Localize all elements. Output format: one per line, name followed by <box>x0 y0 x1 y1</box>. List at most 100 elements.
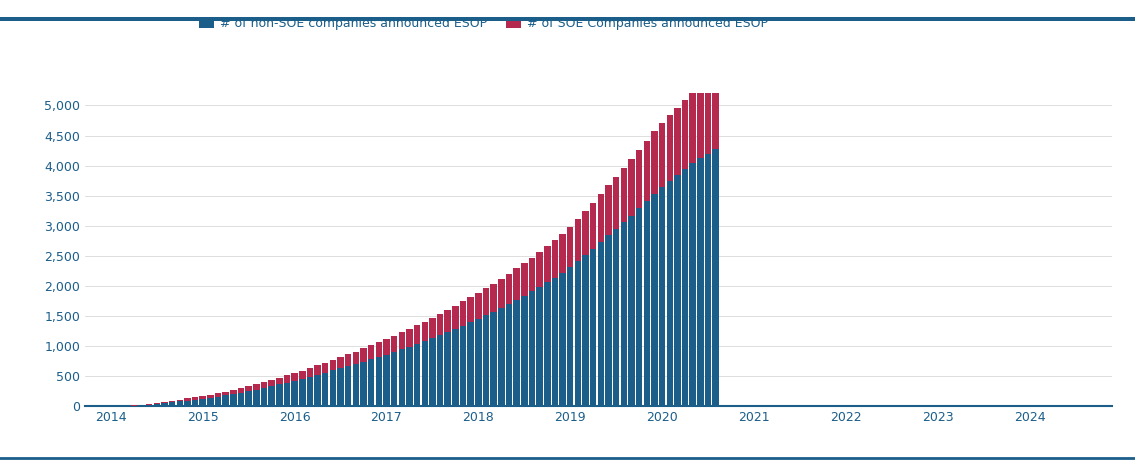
Bar <box>498 308 505 406</box>
Bar <box>237 388 244 393</box>
Bar <box>292 373 297 381</box>
Bar <box>644 141 650 201</box>
Bar <box>215 396 221 406</box>
Bar <box>552 277 558 406</box>
Bar <box>452 306 459 329</box>
Bar <box>329 360 336 370</box>
Bar <box>177 400 183 402</box>
Bar <box>353 364 359 406</box>
Bar <box>513 269 520 300</box>
Bar <box>230 394 236 406</box>
Bar <box>674 108 681 175</box>
Bar <box>414 344 420 406</box>
Bar <box>429 318 436 338</box>
Bar <box>192 400 199 406</box>
Bar <box>560 273 566 406</box>
Bar <box>276 384 283 406</box>
Bar <box>146 404 152 405</box>
Bar <box>513 300 520 406</box>
Bar <box>146 405 152 406</box>
Bar <box>476 319 481 406</box>
Bar <box>276 377 283 384</box>
Bar <box>414 325 420 344</box>
Bar <box>590 203 597 248</box>
Bar <box>568 227 573 267</box>
Bar <box>705 154 712 406</box>
Bar <box>384 339 389 354</box>
Bar <box>230 390 236 394</box>
Bar <box>222 392 229 396</box>
Bar <box>468 297 474 322</box>
Bar <box>284 375 291 382</box>
Bar <box>697 158 704 406</box>
Bar <box>161 402 168 403</box>
Bar <box>192 397 199 400</box>
Bar <box>689 92 696 163</box>
Bar <box>490 283 497 312</box>
Bar <box>674 175 681 406</box>
Bar <box>390 352 397 406</box>
Bar <box>651 131 657 194</box>
Bar <box>153 403 160 404</box>
Bar <box>605 235 612 406</box>
Bar <box>299 379 305 406</box>
Bar <box>506 304 512 406</box>
Bar <box>437 314 444 335</box>
Bar <box>521 296 528 406</box>
Bar <box>314 365 321 375</box>
Bar <box>498 279 505 308</box>
Bar <box>613 229 620 406</box>
Bar <box>460 302 466 325</box>
Bar <box>689 163 696 406</box>
Bar <box>713 149 718 406</box>
Bar <box>284 382 291 406</box>
Bar <box>636 150 642 208</box>
Bar <box>697 86 704 158</box>
Bar <box>376 357 382 406</box>
Bar <box>651 194 657 406</box>
Bar <box>368 345 375 360</box>
Bar <box>529 291 536 406</box>
Bar <box>398 349 405 406</box>
Bar <box>644 201 650 406</box>
Bar <box>184 398 191 401</box>
Bar <box>574 219 581 261</box>
Bar <box>200 399 205 406</box>
Bar <box>360 362 367 406</box>
Bar <box>560 234 566 273</box>
Bar <box>582 255 589 406</box>
Bar <box>629 216 634 406</box>
Bar <box>482 315 489 406</box>
Bar <box>552 240 558 277</box>
Bar <box>568 267 573 406</box>
Bar <box>268 380 275 386</box>
Bar <box>153 404 160 406</box>
Bar <box>215 393 221 396</box>
Bar <box>306 368 313 377</box>
Bar <box>337 368 344 406</box>
Bar <box>437 335 444 406</box>
Bar <box>406 329 413 347</box>
Bar <box>429 338 436 406</box>
Bar <box>360 348 367 362</box>
Bar <box>237 393 244 406</box>
Bar <box>468 322 474 406</box>
Bar <box>544 246 550 283</box>
Bar <box>621 168 627 222</box>
Bar <box>368 360 375 406</box>
Bar <box>682 169 688 406</box>
Bar <box>353 352 359 364</box>
Bar <box>406 347 413 406</box>
Bar <box>169 403 175 406</box>
Bar <box>314 375 321 406</box>
Bar <box>529 257 536 291</box>
Bar <box>299 371 305 379</box>
Bar <box>306 377 313 406</box>
Bar <box>268 386 275 406</box>
Bar <box>613 177 620 229</box>
Bar <box>253 390 260 406</box>
Bar <box>605 185 612 235</box>
Bar <box>705 79 712 154</box>
Bar <box>521 263 528 296</box>
Bar <box>131 405 137 406</box>
